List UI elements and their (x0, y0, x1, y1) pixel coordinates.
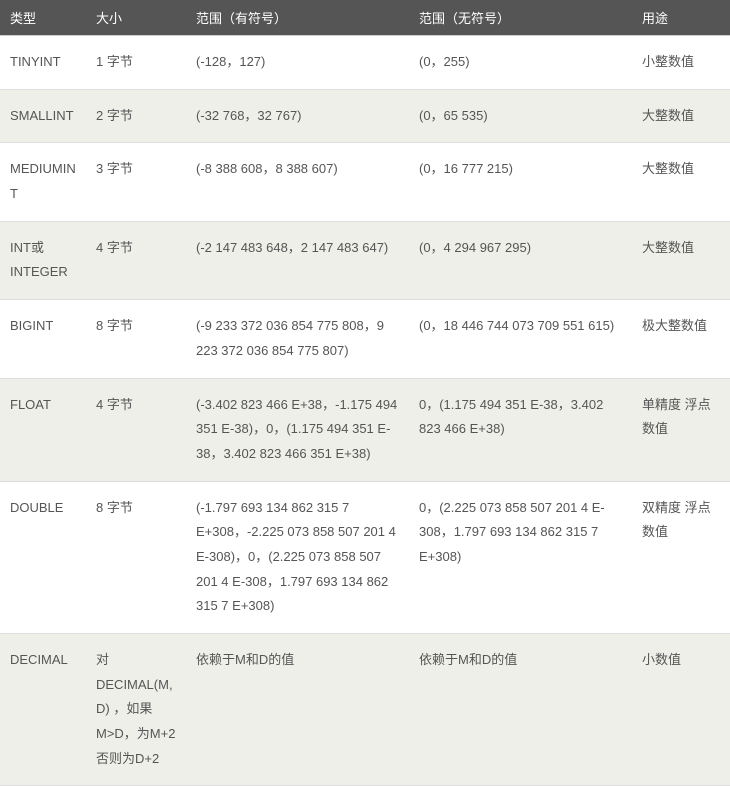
cell-range-unsigned: 依赖于M和D的值 (409, 634, 632, 786)
cell-purpose: 大整数值 (632, 89, 730, 143)
cell-range-signed: (-32 768，32 767) (186, 89, 409, 143)
cell-purpose: 大整数值 (632, 221, 730, 299)
cell-size: 3 字节 (86, 143, 186, 221)
cell-purpose: 小数值 (632, 634, 730, 786)
cell-size: 对DECIMAL(M,D) ，如果M>D，为M+2否则为D+2 (86, 634, 186, 786)
cell-range-unsigned: (0，4 294 967 295) (409, 221, 632, 299)
cell-range-unsigned: (0，16 777 215) (409, 143, 632, 221)
cell-range-signed: (-3.402 823 466 E+38，-1.175 494 351 E-38… (186, 378, 409, 481)
table-row: DECIMAL 对DECIMAL(M,D) ，如果M>D，为M+2否则为D+2 … (0, 634, 730, 786)
cell-size: 4 字节 (86, 221, 186, 299)
header-range-unsigned: 范围（无符号） (409, 0, 632, 36)
table-row: FLOAT 4 字节 (-3.402 823 466 E+38，-1.175 4… (0, 378, 730, 481)
table-row: DOUBLE 8 字节 (-1.797 693 134 862 315 7 E+… (0, 481, 730, 633)
cell-type: DOUBLE (0, 481, 86, 633)
header-size: 大小 (86, 0, 186, 36)
cell-range-unsigned: (0，65 535) (409, 89, 632, 143)
table-row: BIGINT 8 字节 (-9 233 372 036 854 775 808，… (0, 300, 730, 378)
cell-type: FLOAT (0, 378, 86, 481)
table-row: MEDIUMINT 3 字节 (-8 388 608，8 388 607) (0… (0, 143, 730, 221)
cell-type: BIGINT (0, 300, 86, 378)
cell-purpose: 极大整数值 (632, 300, 730, 378)
cell-size: 1 字节 (86, 36, 186, 90)
table-row: TINYINT 1 字节 (-128，127) (0，255) 小整数值 (0, 36, 730, 90)
cell-type: SMALLINT (0, 89, 86, 143)
cell-type: MEDIUMINT (0, 143, 86, 221)
header-purpose: 用途 (632, 0, 730, 36)
cell-range-signed: (-1.797 693 134 862 315 7 E+308，-2.225 0… (186, 481, 409, 633)
table-body: TINYINT 1 字节 (-128，127) (0，255) 小整数值 SMA… (0, 36, 730, 786)
cell-range-signed: (-9 233 372 036 854 775 808，9 223 372 03… (186, 300, 409, 378)
cell-size: 8 字节 (86, 300, 186, 378)
header-range-signed: 范围（有符号） (186, 0, 409, 36)
cell-range-signed: (-8 388 608，8 388 607) (186, 143, 409, 221)
cell-range-signed: 依赖于M和D的值 (186, 634, 409, 786)
table-row: SMALLINT 2 字节 (-32 768，32 767) (0，65 535… (0, 89, 730, 143)
cell-purpose: 大整数值 (632, 143, 730, 221)
header-type: 类型 (0, 0, 86, 36)
table-row: INT或INTEGER 4 字节 (-2 147 483 648，2 147 4… (0, 221, 730, 299)
cell-range-signed: (-2 147 483 648，2 147 483 647) (186, 221, 409, 299)
cell-type: DECIMAL (0, 634, 86, 786)
cell-type: INT或INTEGER (0, 221, 86, 299)
cell-range-signed: (-128，127) (186, 36, 409, 90)
cell-range-unsigned: (0，18 446 744 073 709 551 615) (409, 300, 632, 378)
cell-purpose: 小整数值 (632, 36, 730, 90)
cell-range-unsigned: 0，(2.225 073 858 507 201 4 E-308，1.797 6… (409, 481, 632, 633)
cell-purpose: 双精度 浮点数值 (632, 481, 730, 633)
cell-type: TINYINT (0, 36, 86, 90)
data-types-table: 类型 大小 范围（有符号） 范围（无符号） 用途 TINYINT 1 字节 (-… (0, 0, 730, 786)
table-header-row: 类型 大小 范围（有符号） 范围（无符号） 用途 (0, 0, 730, 36)
cell-purpose: 单精度 浮点数值 (632, 378, 730, 481)
cell-size: 2 字节 (86, 89, 186, 143)
cell-size: 8 字节 (86, 481, 186, 633)
cell-range-unsigned: (0，255) (409, 36, 632, 90)
cell-range-unsigned: 0，(1.175 494 351 E-38，3.402 823 466 E+38… (409, 378, 632, 481)
cell-size: 4 字节 (86, 378, 186, 481)
